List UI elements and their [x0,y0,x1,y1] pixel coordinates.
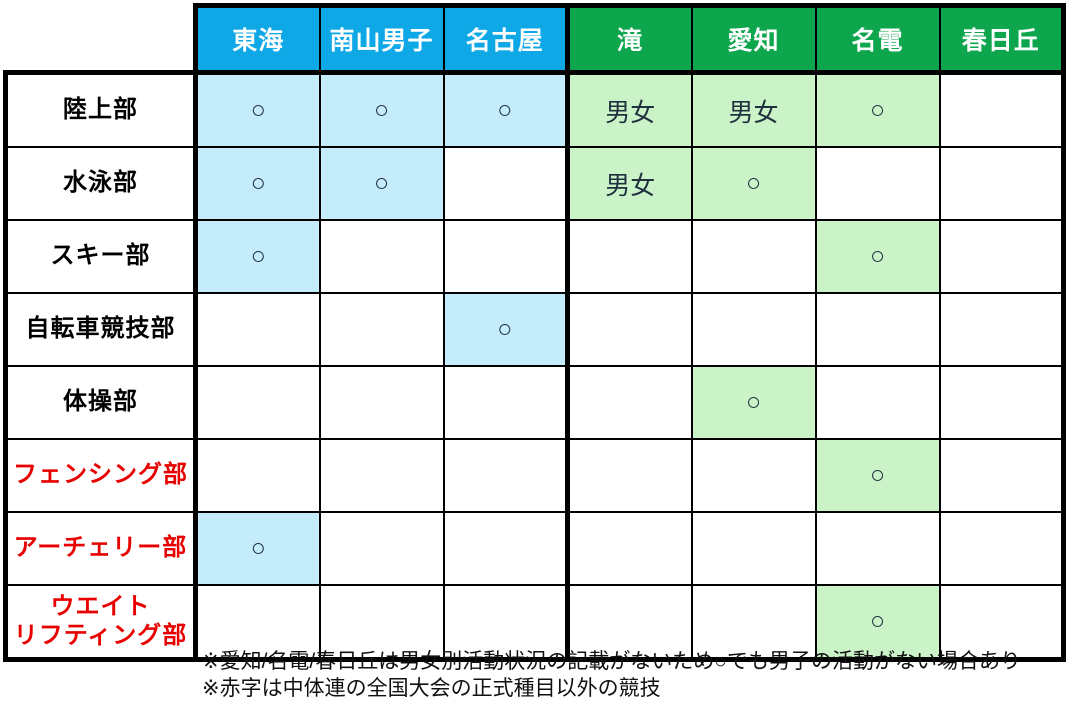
table-cell [442,219,569,294]
table-row-swimming: 水泳部 ○ ○ 男女 ○ [3,146,1066,221]
table-cell: ○ [690,146,817,221]
table-cell: ○ [814,584,941,662]
table-cell [938,438,1066,513]
table-cell [193,584,321,662]
footnote-gender-disclaimer: ※愛知/名電/春日丘は男女別活動状況の記載がないため○でも男子の活動がない場合あ… [202,650,1021,673]
table-row-cycling: 自転車競技部 ○ [3,292,1066,367]
table-cell [814,146,941,221]
table-cell: ○ [318,70,445,148]
header-row: 東海 南山男子 名古屋 滝 愛知 名電 春日丘 [5,3,1066,75]
table-cell: ○ [814,70,941,148]
row-label-weightlifting-club: ウエイト リフティング部 [3,584,198,662]
table-cell: ○ [193,146,321,221]
table-cell [814,292,941,367]
table-cell [814,511,941,586]
table-row-ski: スキー部 ○ ○ [3,219,1066,294]
clubs-schools-matrix-table: 東海 南山男子 名古屋 滝 愛知 名電 春日丘 陸上部 ○ ○ ○ 男女 男女 … [3,3,1066,662]
table-cell [938,146,1066,221]
table-cell: ○ [193,219,321,294]
col-header-aichi: 愛知 [690,3,817,75]
table-cell [565,365,693,440]
row-label-track-club: 陸上部 [3,70,198,148]
table-row-track: 陸上部 ○ ○ ○ 男女 男女 ○ [3,70,1066,148]
table-cell: 男女 [690,70,817,148]
row-label-swimming-club: 水泳部 [3,146,198,221]
table-cell: ○ [814,219,941,294]
table-row-gymnastics: 体操部 ○ [3,365,1066,440]
table-cell [318,438,445,513]
table-cell [318,365,445,440]
table-row-fencing: フェンシング部 ○ [3,438,1066,513]
table-cell [193,292,321,367]
table-cell [814,365,941,440]
table-cell: ○ [690,365,817,440]
footnotes: ※愛知/名電/春日丘は男女別活動状況の記載がないため○でも男子の活動がない場合あ… [202,648,1021,703]
row-label-gymnastics-club: 体操部 [3,365,198,440]
table-cell [565,438,693,513]
table-cell [442,584,569,662]
table-cell [938,511,1066,586]
table-cell [690,438,817,513]
row-label-cycling-club: 自転車競技部 [3,292,198,367]
table-cell [318,584,445,662]
table-cell: ○ [814,438,941,513]
table-cell: 男女 [565,70,693,148]
table-cell [442,511,569,586]
col-header-tokai: 東海 [193,3,321,75]
row-label-archery-club: アーチェリー部 [3,511,198,586]
table-row-weightlifting: ウエイト リフティング部 ○ [3,584,1066,662]
table-cell [690,219,817,294]
table-cell [690,292,817,367]
table-cell [442,146,569,221]
table-cell [938,70,1066,148]
table-cell [938,292,1066,367]
table-cell: ○ [442,292,569,367]
table-cell [318,511,445,586]
table-cell [318,219,445,294]
footnote-red-text-disclaimer: ※赤字は中体連の全国大会の正式種目以外の競技 [202,677,661,701]
table-cell [690,511,817,586]
table-cell [565,511,693,586]
table-cell [690,584,817,662]
table-cell [318,292,445,367]
row-label-ski-club: スキー部 [3,219,198,294]
table-cell [193,365,321,440]
table-cell [565,219,693,294]
corner-blank-cell [5,5,196,73]
row-label-fencing-club: フェンシング部 [3,438,198,513]
table-cell: ○ [193,70,321,148]
table-cell [193,438,321,513]
table-cell [938,219,1066,294]
table-cell [442,438,569,513]
col-header-kasugaoka: 春日丘 [938,3,1066,75]
table-cell [938,365,1066,440]
table-cell [442,365,569,440]
col-header-nanzan-danshi: 南山男子 [318,3,445,75]
table-cell: ○ [318,146,445,221]
col-header-nagoya: 名古屋 [442,3,569,75]
table-cell [565,584,693,662]
table-row-archery: アーチェリー部 ○ [3,511,1066,586]
table-cell [938,584,1066,662]
table-cell: ○ [442,70,569,148]
table-cell [565,292,693,367]
table-cell: 男女 [565,146,693,221]
table-cell: ○ [193,511,321,586]
col-header-taki: 滝 [565,3,693,75]
col-header-meiden: 名電 [814,3,941,75]
